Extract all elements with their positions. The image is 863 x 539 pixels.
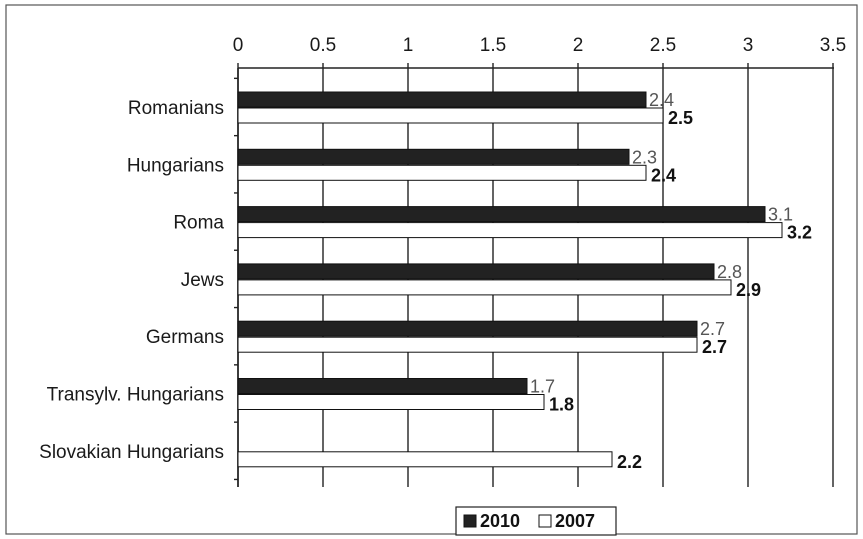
x-tick-label: 3.5 <box>820 35 846 56</box>
bar-2010 <box>237 91 647 108</box>
data-label-2010: 2.4 <box>649 90 674 110</box>
bar-2010 <box>237 206 766 223</box>
bar-2010 <box>237 378 528 394</box>
data-label-2010: 2.7 <box>700 319 725 339</box>
data-label-2010: 3.1 <box>768 205 793 225</box>
bar-2010 <box>237 263 715 280</box>
data-label-2007: 2.2 <box>617 452 642 472</box>
category-label: Germans <box>146 327 224 348</box>
x-tick-label: 0.5 <box>310 35 336 56</box>
data-label-2010: 2.3 <box>632 147 657 167</box>
x-axis-ticks: 0 0.5 1 1.5 2 2.5 3 3.5 <box>233 35 847 56</box>
data-label-2007: 2.9 <box>736 280 761 300</box>
x-tick-label: 0 <box>233 35 244 56</box>
bar-2007 <box>237 164 647 181</box>
data-label-2007: 2.4 <box>651 165 676 185</box>
x-tick-label: 1 <box>403 35 414 56</box>
legend-swatch-2010 <box>463 514 477 528</box>
data-label-2007: 1.8 <box>549 395 574 415</box>
category-label: Transylv. Hungarians <box>47 385 224 406</box>
x-tick-label: 1.5 <box>480 35 506 56</box>
data-label-2010: 1.7 <box>530 377 555 397</box>
legend-swatch-2007 <box>538 514 552 528</box>
bar-2010 <box>237 148 630 165</box>
category-label: Slovakian Hungarians <box>39 442 224 463</box>
data-label-2007: 2.7 <box>702 337 727 357</box>
category-label: Romanians <box>128 98 224 119</box>
bar-2010 <box>237 320 698 337</box>
bar-2007 <box>237 394 545 410</box>
x-tick-label: 2.5 <box>650 35 676 56</box>
legend-box <box>455 506 617 536</box>
data-label-2007: 2.5 <box>668 108 693 128</box>
category-label: Jews <box>181 270 224 291</box>
bar-2007 <box>237 336 698 353</box>
category-label: Hungarians <box>127 155 224 176</box>
legend: 2010 2007 <box>455 506 617 536</box>
legend-label-2010: 2010 <box>480 511 520 531</box>
data-labels: 2.42.52.32.43.13.22.82.92.72.71.71.82.2 <box>530 90 812 472</box>
bar-2007 <box>237 107 664 124</box>
category-label: Roma <box>173 213 224 234</box>
data-label-2010: 2.8 <box>717 262 742 282</box>
bar-2007 <box>237 222 783 239</box>
bars <box>237 91 783 468</box>
x-tick-label: 3 <box>743 35 754 56</box>
bar-2007 <box>237 279 732 296</box>
legend-label-2007: 2007 <box>555 511 595 531</box>
category-labels: Romanians Hungarians Roma Jews Germans Transy… <box>39 98 224 463</box>
x-tick-label: 2 <box>573 35 584 56</box>
bar-2007 <box>237 451 613 468</box>
data-label-2007: 3.2 <box>787 223 812 243</box>
